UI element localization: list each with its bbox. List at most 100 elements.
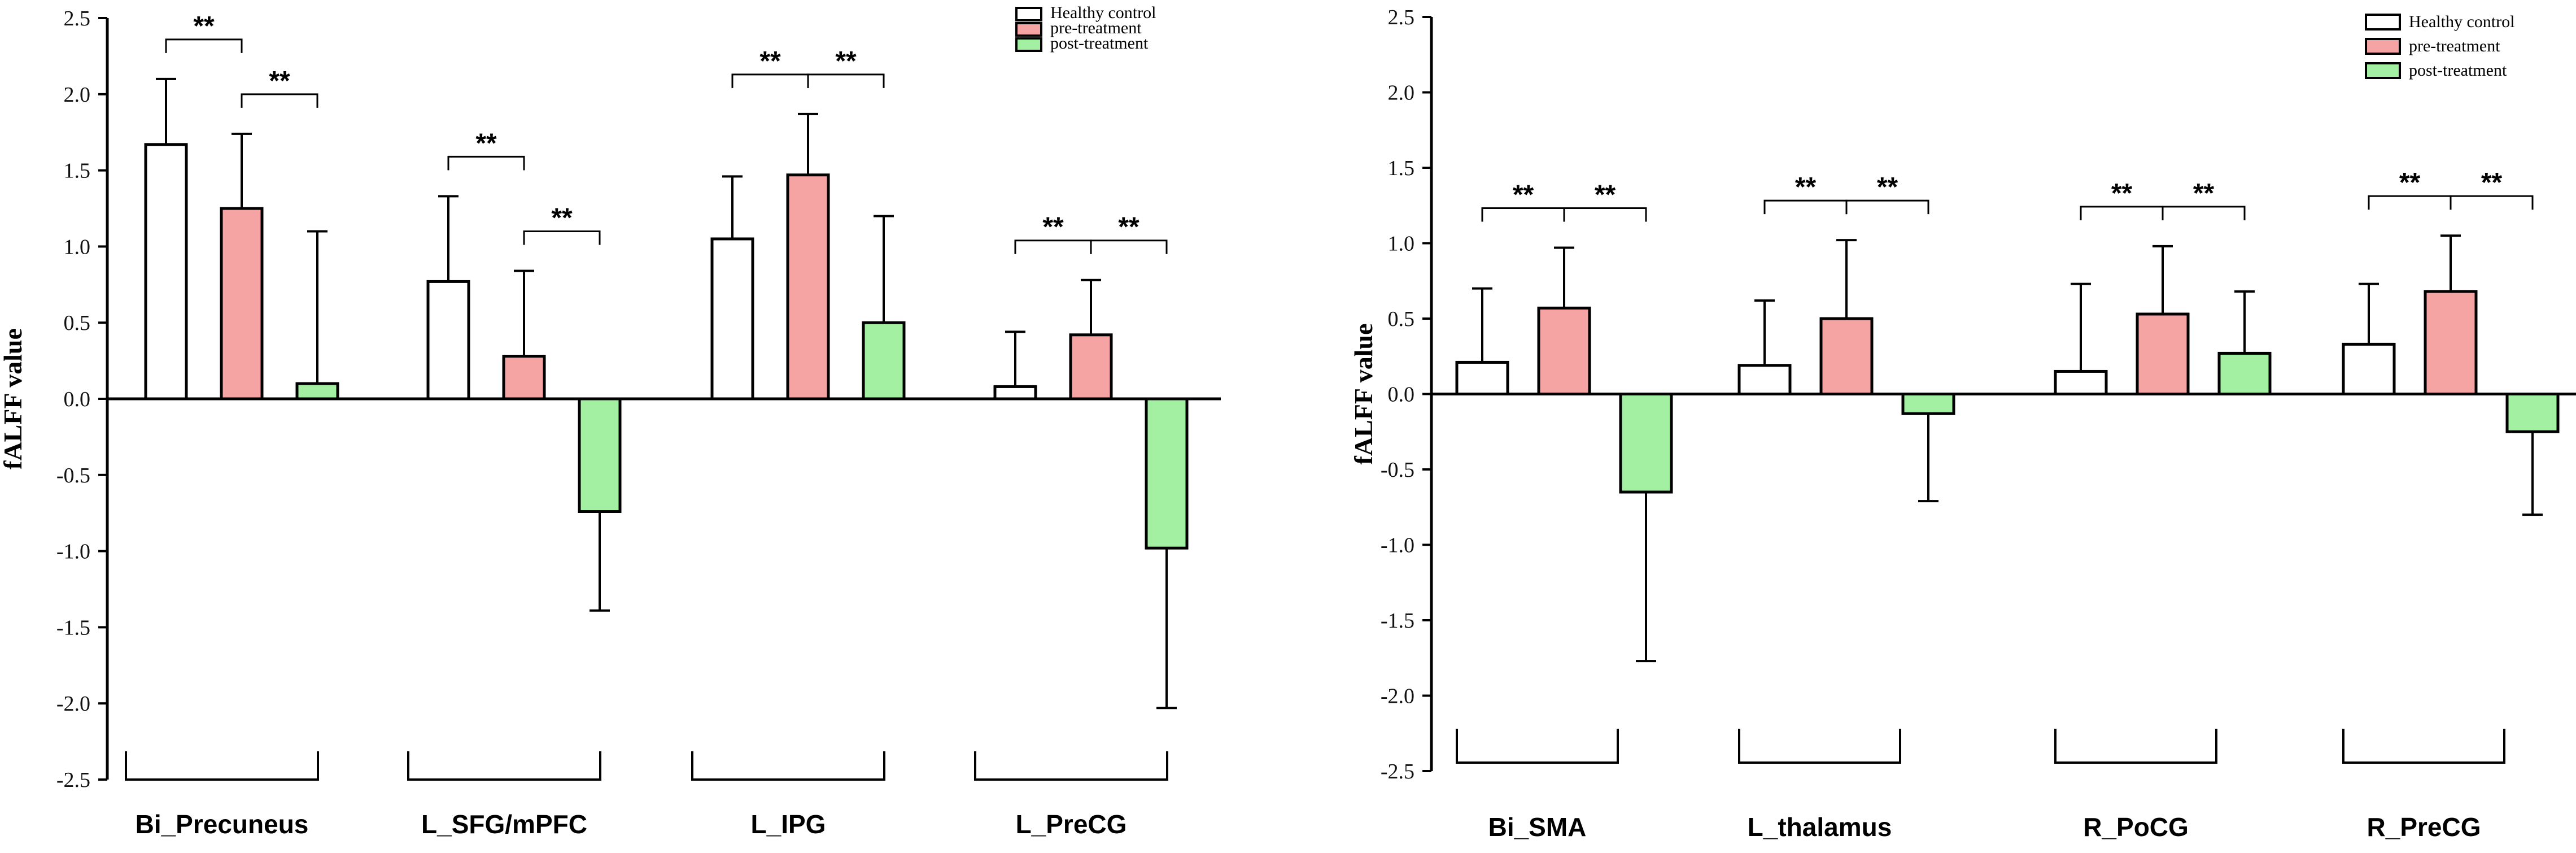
panel-1-y-tick-label: -2.0: [56, 692, 90, 716]
panel-2-sig-stars-2-1: **: [1795, 172, 1817, 202]
panel-1-legend-swatch-3: [1015, 37, 1042, 52]
panel-2-bar-1-1: [1455, 360, 1509, 395]
panel-2-legend-swatch-2: [2365, 38, 2401, 55]
panel-1-y-tick-label: -1.5: [56, 616, 90, 639]
panel-1-bar-1-2: [426, 280, 470, 401]
panel-2-sig-bracket-1-2: [1563, 207, 1647, 222]
panel-2-y-tick-label: 0.0: [1388, 383, 1415, 407]
panel-1-legend-label-1: Healthy control: [1050, 3, 1156, 22]
panel-2-y-tick-label: -1.0: [1381, 534, 1414, 558]
panel-2-category-label-3: R_PoCG: [2083, 812, 2189, 842]
panel-1-category-label-3: L_IPG: [751, 810, 826, 839]
panel-1-sig-stars-1-2: **: [269, 66, 290, 96]
panel-1-sig-stars-3-1: **: [759, 46, 781, 76]
panel-1-sig-stars-4-1: **: [1042, 212, 1064, 242]
panel-2-legend-label-3: post-treatment: [2409, 61, 2507, 80]
panel-2-sig-stars-2-2: **: [1877, 172, 1898, 202]
panel-2-bar-2-2: [1819, 317, 1874, 395]
panel-2-bar-2-1: [1537, 306, 1591, 395]
panel-2-bar-1-3: [2054, 369, 2108, 396]
panel-1-sig-stars-2-2: **: [551, 203, 573, 233]
panel-2-y-tick-label: -2.0: [1381, 685, 1414, 708]
panel-1-sig-bracket-1-2: [241, 93, 318, 108]
panel-2-bar-1-4: [2342, 342, 2396, 396]
panel-1-legend-swatch-1: [1015, 7, 1042, 21]
panel-1-sig-bracket-3-2: [807, 73, 885, 88]
panel-2-bar-3-2: [1901, 393, 1955, 415]
panel-1-legend-swatch-2: [1015, 22, 1042, 37]
panel-1-sig-stars-2-1: **: [475, 128, 497, 158]
panel-1-group-bracket-2: [407, 751, 601, 781]
panel-2-category-label-2: L_thalamus: [1748, 812, 1892, 842]
panel-2-y-tick-label: -0.5: [1381, 458, 1414, 482]
panel-1-sig-bracket-4-1: [1014, 240, 1092, 254]
panel-1-y-tick-label: -2.5: [56, 768, 90, 792]
panel-1-group-bracket-1: [125, 751, 319, 781]
panel-2-y-tick-label: 1.5: [1388, 156, 1415, 180]
panel-2-bar-1-2: [1737, 364, 1792, 396]
panel-1-sig-bracket-2-2: [523, 230, 601, 245]
panel-1-bar-2-1: [220, 207, 264, 401]
panel-2-y-tick-label: -1.5: [1381, 609, 1414, 633]
panel-2-legend-label-1: Healthy control: [2409, 12, 2514, 31]
panel-2-group-bracket-1: [1456, 729, 1619, 764]
panel-2-y-tick-label: 1.0: [1388, 232, 1415, 256]
panel-1-sig-stars-3-2: **: [835, 46, 857, 76]
panel-2-sig-stars-3-1: **: [2111, 179, 2133, 208]
panel-1-bar-3-1: [295, 382, 339, 401]
panel-1-sig-bracket-1-1: [165, 38, 243, 53]
panel-1-bar-1-3: [710, 237, 754, 401]
panel-1-bar-2-2: [502, 355, 546, 401]
panel-2-y-axis-label: fALFF value: [1349, 324, 1378, 465]
panel-2-bar-2-3: [2136, 312, 2190, 395]
panel-2-group-bracket-3: [2054, 729, 2217, 764]
panel-2-legend-label-2: pre-treatment: [2409, 37, 2500, 55]
panel-1-y-tick-label: 1.0: [64, 235, 91, 259]
panel-1-y-tick-label: -1.0: [56, 540, 90, 564]
panel-2-sig-bracket-4-2: [2450, 195, 2534, 210]
panel-1-bar-2-4: [1069, 333, 1113, 401]
panel-2-sig-bracket-3-2: [2162, 206, 2246, 220]
panel-1-bar-3-2: [578, 397, 622, 513]
panel-1-legend-label-2: pre-treatment: [1050, 19, 1142, 37]
panel-1-sig-stars-4-2: **: [1118, 212, 1139, 242]
panel-2-y-tick-label: -2.5: [1381, 760, 1414, 784]
panel-2-sig-stars-3-2: **: [2193, 179, 2215, 208]
panel-2-bar-2-4: [2424, 290, 2478, 395]
panel-1-category-label-4: L_PreCG: [1016, 810, 1127, 839]
panel-2-sig-bracket-1-1: [1481, 207, 1565, 222]
panel-2-y-tick-label: 0.5: [1388, 307, 1415, 331]
panel-2-y-tick-label: 2.5: [1388, 6, 1415, 29]
panel-2-legend-swatch-3: [2365, 62, 2401, 79]
panel-1-legend-label-3: post-treatment: [1050, 34, 1149, 53]
panel-1-sig-stars-1-1: **: [193, 11, 215, 41]
panel-2-legend-swatch-1: [2365, 14, 2401, 31]
panel-2-sig-bracket-2-2: [1845, 199, 1929, 215]
panel-2-bar-3-1: [1619, 393, 1673, 494]
panel-2-group-bracket-4: [2342, 729, 2505, 764]
panel-2-bar-3-4: [2505, 393, 2560, 433]
panel-1-sig-bracket-3-1: [731, 73, 809, 88]
panel-1-y-tick-label: -0.5: [56, 464, 90, 488]
panel-2-sig-bracket-2-1: [1763, 199, 1848, 215]
panel-1-bar-2-3: [786, 173, 830, 401]
panel-2-sig-stars-4-2: **: [2481, 168, 2503, 198]
panel-1-sig-bracket-2-1: [447, 155, 525, 171]
panel-2-sig-stars-1-2: **: [1595, 180, 1616, 210]
panel-2-sig-stars-4-1: **: [2399, 168, 2421, 198]
panel-2-sig-stars-1-1: **: [1513, 180, 1534, 210]
panel-1-y-tick-label: 2.5: [64, 7, 91, 31]
panel-1-group-bracket-4: [974, 751, 1168, 781]
panel-1-bar-1-4: [993, 385, 1037, 401]
panel-2-y-tick-label: 2.0: [1388, 81, 1415, 105]
panel-2-sig-bracket-4-1: [2368, 195, 2452, 210]
panel-1-category-label-2: L_SFG/mPFC: [421, 810, 587, 839]
panel-2-group-bracket-2: [1738, 729, 1901, 764]
panel-1-y-axis-label: fALFF value: [0, 328, 27, 469]
panel-1-y-tick-label: 1.5: [64, 159, 91, 183]
panel-2-category-label-1: Bi_SMA: [1488, 812, 1587, 842]
panel-1-y-tick-label: 0.0: [64, 388, 91, 411]
panel-1-category-label-1: Bi_Precuneus: [136, 810, 309, 839]
panel-1-bar-1-1: [144, 143, 188, 401]
